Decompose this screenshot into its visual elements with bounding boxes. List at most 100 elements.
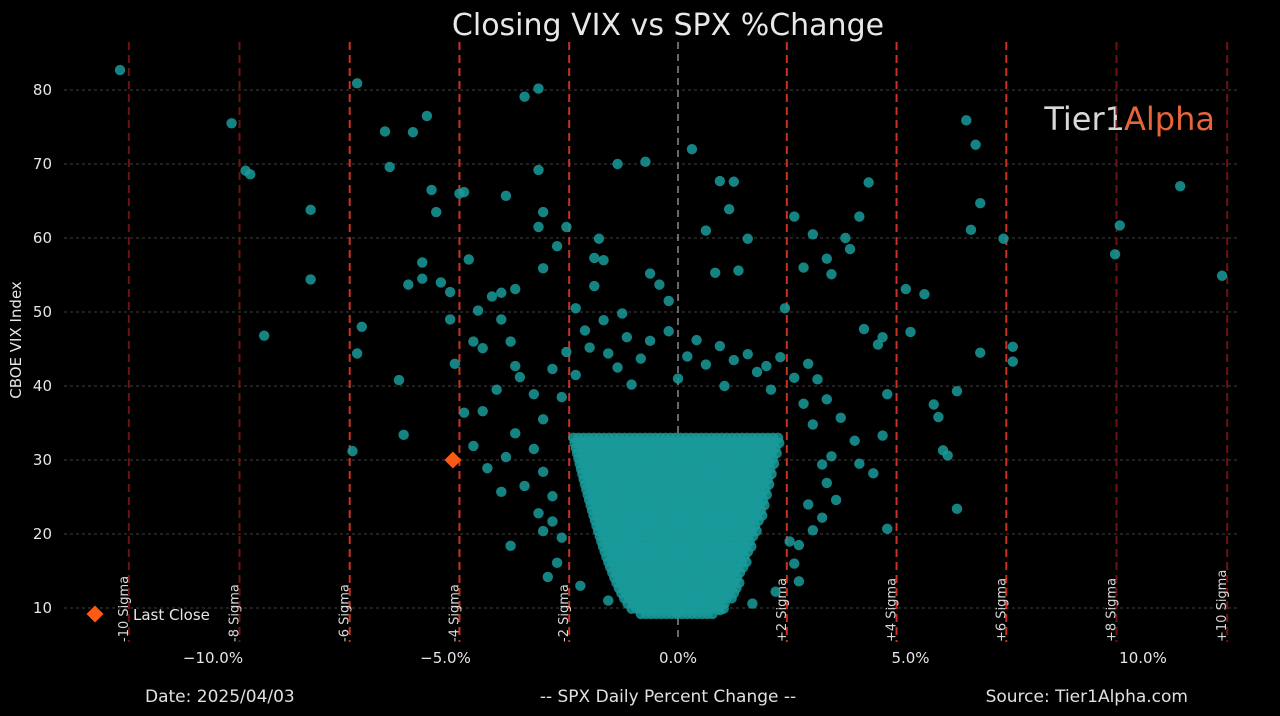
scatter-point [872,339,884,350]
scatter-point [496,314,507,325]
scatter-point [1007,341,1018,352]
scatter-point [714,175,726,187]
scatter-point [417,273,428,284]
scatter-point [672,373,684,384]
scatter-point [537,263,549,274]
scatter-point [779,303,791,314]
scatter-point [816,512,828,523]
scatter-point [561,346,572,358]
scatter-point [533,83,544,94]
scatter-point [551,557,563,569]
y-tick-label: 30 [33,451,52,469]
scatter-point [510,283,521,295]
y-tick-label: 70 [33,155,52,173]
scatter-point [500,190,512,202]
scatter-point [844,243,856,255]
scatter-point [812,374,823,385]
scatter-point [900,283,912,295]
scatter-point [226,118,237,129]
scatter-point [417,257,428,268]
scatter-point [356,321,367,332]
scatter-point [882,523,893,535]
scatter-point [970,139,981,150]
scatter-point [1216,270,1228,281]
y-tick-label: 40 [33,377,52,395]
scatter-point [537,206,549,218]
scatter-point [589,252,600,264]
scatter-point [849,435,860,446]
scatter-point [807,525,819,536]
scatter-point [603,348,614,359]
scatter-point [663,326,674,337]
scatter-point [951,385,963,397]
scatter-point [816,459,828,470]
scatter-point [612,158,623,170]
scatter-point [444,286,456,298]
scatter-point [830,494,842,506]
scatter-point [877,430,888,441]
scatter-point [458,407,470,418]
scatter-point [798,262,809,273]
scatter-point [589,280,600,292]
scatter-point [407,126,419,138]
last-close-layer [444,451,462,469]
sigma-label: -6 Sigma [338,584,353,642]
y-tick-label: 80 [33,81,52,99]
footer-source: Source: Tier1Alpha.com [986,687,1188,707]
scatter-point [644,268,656,279]
chart-title: Closing VIX vs SPX %Change [452,8,884,43]
scatter-point [775,351,786,363]
y-tick-label: 50 [33,303,52,321]
scatter-point [877,331,888,343]
scatter-point [821,394,832,405]
scatter-point [458,186,470,198]
scatter-point [761,360,772,372]
scatter-point [463,254,474,265]
scatter-point [598,314,609,326]
scatter-point [598,255,609,266]
scatter-point [793,539,805,551]
scatter-point [784,536,795,547]
scatter-point [975,347,986,358]
scatter-point [379,126,391,137]
scatter-point [998,233,1009,244]
scatter-point [1007,356,1018,367]
scatter-point [547,363,558,375]
scatter-point [533,164,544,176]
x-tick-label: 10.0% [1119,649,1167,667]
y-tick-label: 60 [33,229,52,247]
sigma-label: +6 Sigma [994,578,1009,642]
scatter-point [444,314,456,325]
scatter-point [868,468,879,479]
scatter-point [937,445,949,456]
scatter-point [858,323,870,335]
legend-label-last-close: Last Close [133,606,210,624]
scatter-point [772,432,784,443]
scatter-point [933,411,944,423]
scatter-point [635,353,646,364]
scatter-point [863,177,874,188]
scatter-point [519,480,530,492]
scatter-point [1109,249,1121,260]
scatter-point [533,508,544,519]
scatter-point [1114,220,1125,231]
x-tick-label: 0.0% [659,649,697,667]
scatter-point [537,525,549,537]
scatter-point [570,303,581,314]
scatter-point [770,586,781,597]
sigma-label: -2 Sigma [557,584,572,642]
scatter-point [803,358,814,369]
scatter-point [840,232,851,244]
scatter-point [654,279,665,290]
scatter-point [449,358,460,369]
scatter-point [547,516,558,527]
scatter-point [682,351,693,362]
x-axis-label: -- SPX Daily Percent Change -- [540,687,796,707]
scatter-point [742,348,753,360]
scatter-point [537,466,549,478]
scatter-point [789,211,800,222]
x-tick-label: 5.0% [891,649,929,667]
scatter-point [533,221,544,233]
scatter-point [719,380,730,392]
scatter-point [351,348,363,359]
